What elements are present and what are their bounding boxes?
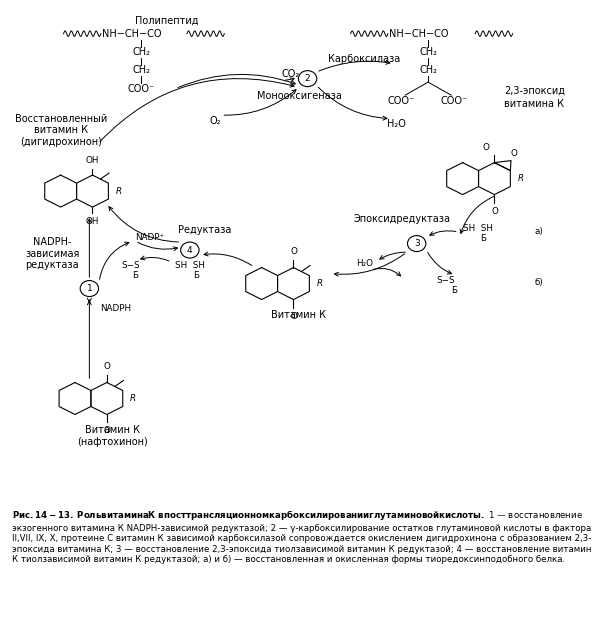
Text: Редуктаза: Редуктаза [178,225,231,235]
Text: (нафтохинон): (нафтохинон) [77,437,148,447]
Text: NADPH-: NADPH- [33,237,71,247]
Text: Б: Б [193,270,199,280]
Text: Эпоксидредуктаза: Эпоксидредуктаза [354,213,451,223]
Text: 2: 2 [305,74,310,83]
Text: NADP⁺: NADP⁺ [136,233,165,242]
Text: COO⁻: COO⁻ [127,84,155,94]
Text: SH  SH: SH SH [175,260,205,270]
Text: H₂O: H₂O [387,118,406,128]
Text: 1: 1 [86,284,92,293]
Text: O: O [290,312,297,320]
Text: NH−CH−CO: NH−CH−CO [102,28,162,39]
Text: O: O [491,207,498,215]
Text: NH−CH−CO: NH−CH−CO [389,28,449,39]
Text: CH₂: CH₂ [419,65,437,75]
Text: NADPH: NADPH [99,304,131,313]
Text: (дигидрохинон): (дигидрохинон) [20,136,102,147]
Text: 2,3-эпоксид: 2,3-эпоксид [504,86,565,96]
Text: Б: Б [480,234,486,243]
Text: CH₂: CH₂ [419,47,437,57]
Text: COO⁻: COO⁻ [388,96,415,106]
Text: CH₂: CH₂ [132,65,150,75]
Text: R: R [317,279,323,288]
Text: R: R [130,394,136,403]
Text: витамин К: витамин К [34,125,88,135]
Text: OH: OH [86,156,99,165]
Text: R: R [115,186,121,196]
Text: а): а) [535,226,543,236]
Text: R: R [517,174,523,183]
Text: Полипептид: Полипептид [135,15,199,25]
Text: Витамин К: Витамин К [272,310,326,320]
Text: Б: Б [133,270,139,280]
Text: Карбоксилаза: Карбоксилаза [328,54,400,64]
Text: Монооксигеназа: Монооксигеназа [256,91,342,101]
Text: 4: 4 [187,246,192,255]
Text: SH  SH: SH SH [462,224,493,233]
Text: витамина К: витамина К [504,99,564,109]
Text: O: O [104,426,110,436]
Text: O: O [510,149,517,157]
Text: 3: 3 [414,239,420,248]
Text: Восстановленный: Восстановленный [15,114,107,123]
Text: H₂O: H₂O [356,259,374,268]
Text: б): б) [535,278,543,287]
Text: S−S: S−S [437,276,455,284]
Text: O: O [482,143,489,152]
Text: COO⁻: COO⁻ [440,96,468,106]
Text: $\bf{Рис. 14-13.}$ $\bf{Роль витамина К}$ $\bf{в посттрансляционном карбоксилиро: $\bf{Рис. 14-13.}$ $\bf{Роль витамина К}… [12,508,592,564]
Text: S−S: S−S [121,260,140,270]
Text: редуктаза: редуктаза [25,260,79,270]
Text: CH₂: CH₂ [132,47,150,57]
Text: зависимая: зависимая [25,249,79,259]
Text: Б: Б [451,286,457,294]
Text: O: O [104,362,110,370]
Text: O: O [290,247,297,255]
Text: Витамин К: Витамин К [85,425,140,435]
Text: OH: OH [86,217,99,226]
Text: O₂: O₂ [210,116,221,126]
Text: CO₂: CO₂ [281,68,300,78]
